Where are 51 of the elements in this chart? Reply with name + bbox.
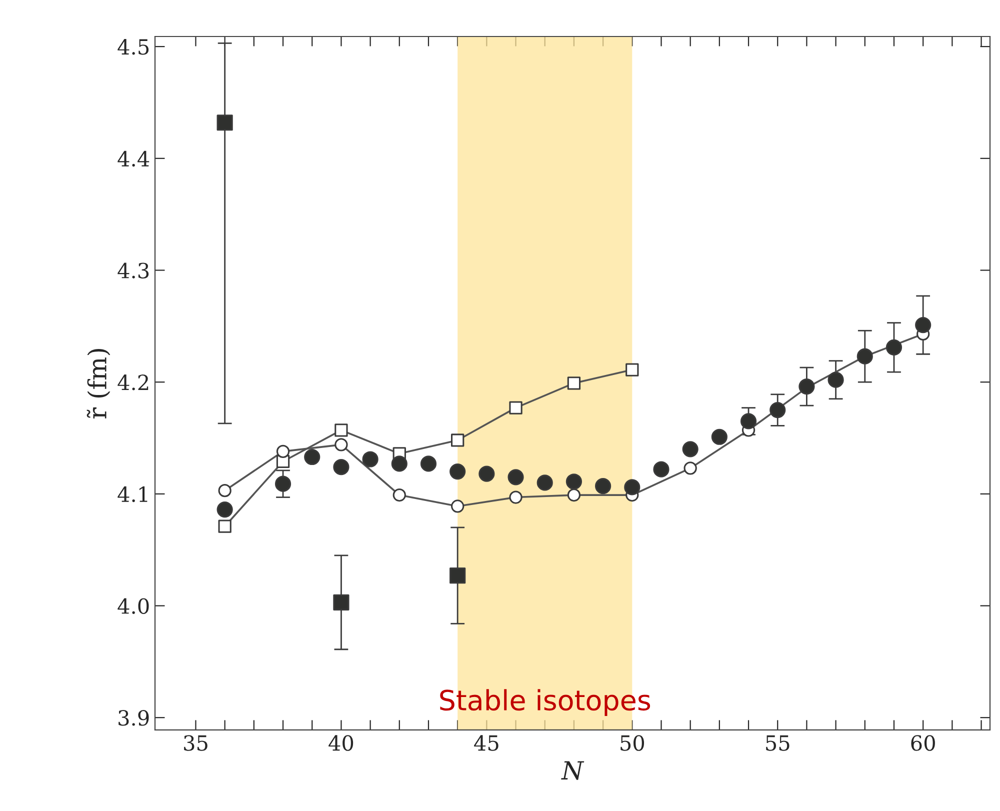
point	[682, 441, 698, 458]
point	[451, 500, 464, 513]
point	[450, 464, 466, 480]
y-tick-label: 4.5	[118, 39, 149, 55]
point	[420, 456, 437, 472]
point	[770, 402, 786, 418]
point	[915, 316, 932, 334]
point	[711, 428, 728, 445]
point	[740, 413, 757, 430]
point	[653, 461, 670, 478]
point	[216, 114, 233, 131]
point	[333, 459, 350, 476]
point	[218, 520, 232, 533]
point	[216, 502, 233, 518]
y-axis-title: r̃ (fm)	[86, 348, 110, 418]
point	[509, 490, 522, 504]
point	[509, 401, 522, 414]
point	[274, 476, 292, 492]
point	[391, 456, 408, 472]
point	[566, 474, 582, 490]
point	[626, 363, 639, 376]
point	[334, 424, 348, 437]
y-tick-label: 4.0	[118, 598, 149, 614]
point	[304, 448, 320, 466]
y-tick-label: 4.1	[118, 486, 148, 502]
x-axis-title: N	[561, 761, 584, 780]
point	[536, 474, 553, 491]
band-label: Stable isotopes	[440, 689, 650, 716]
point	[798, 378, 815, 395]
point	[567, 376, 581, 390]
x-tick-label: 50	[620, 735, 644, 751]
point	[886, 339, 902, 356]
point	[333, 594, 350, 610]
y-tick-label: 3.9	[118, 710, 149, 726]
x-tick-label: 55	[766, 735, 790, 751]
x-tick-label: 40	[328, 735, 354, 751]
point	[595, 478, 612, 494]
point	[828, 372, 844, 388]
point	[567, 488, 581, 502]
point	[624, 479, 640, 496]
x-tick-label: 35	[184, 735, 208, 751]
point	[362, 451, 378, 468]
y-tick-label: 4.4	[118, 150, 150, 167]
point	[508, 469, 524, 486]
y-tick-label: 4.3	[118, 262, 149, 278]
x-tick-label: 45	[474, 735, 498, 751]
x-tick-label: 60	[911, 735, 935, 751]
point	[450, 568, 466, 584]
point	[451, 434, 464, 447]
y-tick-label: 4.2	[118, 374, 148, 390]
point	[478, 466, 495, 482]
